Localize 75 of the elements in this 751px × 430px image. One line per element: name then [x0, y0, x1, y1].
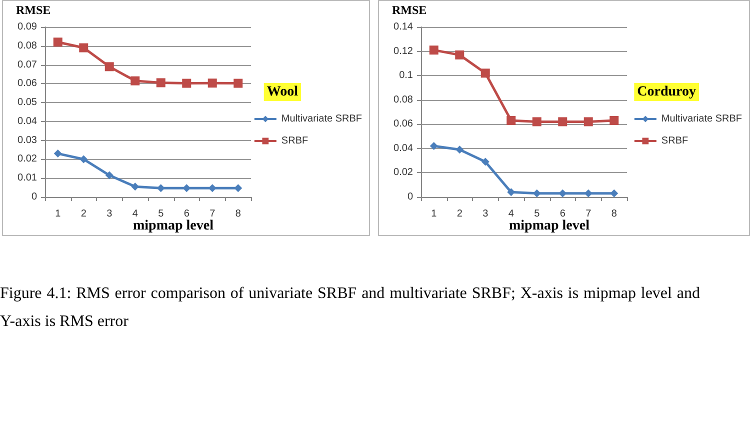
- point: [430, 142, 438, 150]
- point: [480, 68, 490, 78]
- point: [182, 78, 192, 88]
- point: [429, 46, 438, 55]
- y-tick-label: 0.1: [399, 70, 414, 82]
- x-tick-label: 1: [431, 208, 438, 220]
- y-tick-label: 0.01: [18, 172, 38, 184]
- point: [208, 78, 217, 88]
- y-tick-label: 0.08: [394, 94, 414, 106]
- caption: Figure 4.1: RMS error comparison of univariate SRBF and multivariate SRBF; X-axis is mipmap level and Y-axis is RMS error: [0, 284, 700, 332]
- x-tick-label: 7: [210, 208, 216, 220]
- point: [506, 116, 516, 125]
- point: [131, 182, 140, 191]
- y-tick-label: 0.14: [394, 22, 414, 32]
- point: [104, 62, 114, 72]
- y-tick-label: 0.08: [18, 40, 38, 52]
- y-tick-label: 0.05: [18, 97, 38, 108]
- point: [584, 189, 592, 198]
- x-tick-label: 8: [235, 208, 242, 220]
- point: [156, 78, 166, 88]
- point: [558, 117, 568, 126]
- x-axis-title: mipmap level: [133, 218, 214, 234]
- x-tick-label: 8: [611, 208, 618, 220]
- y-tick-label: 0.02: [394, 167, 414, 178]
- point: [53, 38, 62, 47]
- point: [610, 116, 619, 125]
- point: [105, 171, 114, 180]
- x-tick-label: 3: [106, 208, 113, 220]
- y-tick-label: 0: [31, 192, 38, 202]
- legend-label: SRBF: [661, 136, 688, 146]
- point: [156, 184, 165, 192]
- legend-title: Wool: [266, 84, 298, 100]
- legend-label: Multivariate SRBF: [661, 114, 742, 124]
- y-tick-label: 0.04: [18, 116, 38, 127]
- y-tick-label: 0: [407, 192, 414, 202]
- y-axis-title: RMSE: [392, 3, 427, 17]
- y-tick-label: 0.07: [18, 59, 38, 70]
- point: [481, 158, 490, 166]
- x-tick-label: 6: [184, 208, 190, 220]
- point: [130, 76, 140, 86]
- x-tick-label: 6: [560, 208, 566, 220]
- y-tick-label: 0.09: [18, 22, 38, 32]
- y-axis-title: RMSE: [16, 3, 51, 17]
- point: [532, 117, 542, 126]
- x-tick-label: 5: [158, 208, 164, 220]
- legend-label: SRBF: [281, 136, 308, 146]
- point: [234, 184, 242, 192]
- x-tick-label: 4: [132, 208, 138, 220]
- x-tick-label: 3: [482, 208, 489, 220]
- point: [208, 184, 216, 192]
- point: [79, 43, 88, 52]
- x-tick-label: 2: [456, 208, 463, 220]
- point: [80, 155, 88, 164]
- point: [234, 78, 243, 88]
- point: [456, 146, 464, 154]
- x-tick-label: 2: [80, 208, 87, 220]
- y-tick-label: 0.04: [394, 142, 414, 154]
- y-tick-label: 0.12: [394, 46, 414, 57]
- point: [182, 184, 191, 192]
- point: [584, 117, 593, 126]
- y-tick-label: 0.03: [18, 134, 38, 146]
- point: [558, 189, 567, 198]
- y-tick-label: 0.06: [18, 78, 38, 90]
- point: [54, 150, 62, 158]
- y-tick-label: 0.06: [394, 118, 414, 130]
- point: [610, 189, 618, 198]
- y-tick-label: 0.02: [18, 154, 38, 165]
- x-tick-label: 5: [534, 208, 540, 220]
- x-tick-label: 7: [586, 208, 592, 220]
- legend-label: Multivariate SRBF: [281, 114, 362, 124]
- x-axis-title: mipmap level: [509, 218, 590, 234]
- point: [455, 50, 464, 60]
- legend-title: Corduroy: [637, 84, 696, 100]
- x-tick-label: 1: [55, 208, 62, 220]
- x-tick-label: 4: [508, 208, 514, 220]
